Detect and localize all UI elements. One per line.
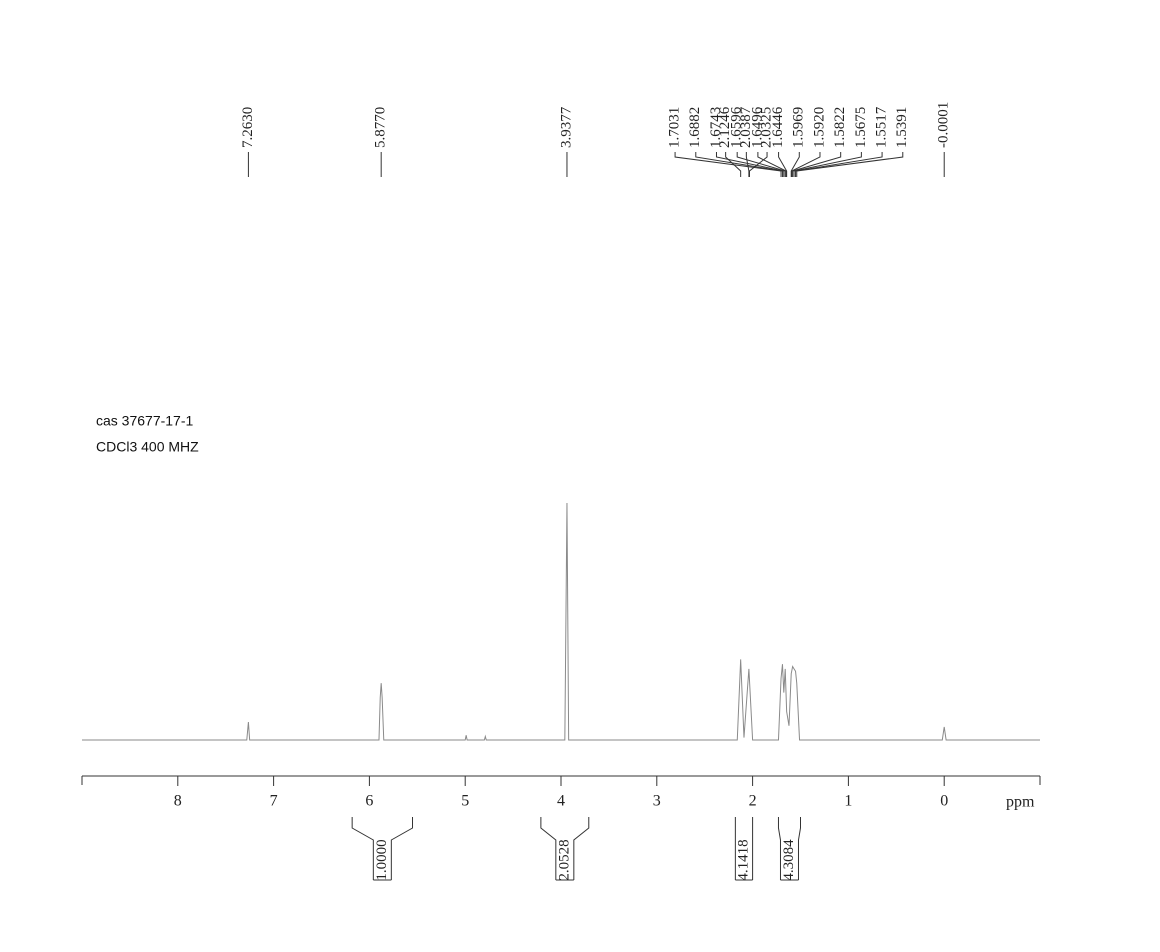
peak-leader — [715, 152, 785, 177]
integral-bracket — [351, 817, 374, 880]
peak-label: 1.5517 — [874, 106, 890, 148]
peak-leader — [792, 152, 842, 177]
peak-label: 1.7031 — [667, 107, 683, 148]
integral-bracket — [797, 817, 801, 880]
x-tick-label: 4 — [557, 793, 565, 810]
x-tick-label: 8 — [174, 793, 182, 810]
x-tick-label: 5 — [461, 793, 469, 810]
peak-leader — [748, 152, 768, 177]
peak-label: 3.9377 — [558, 106, 574, 148]
peak-leader — [674, 152, 782, 177]
peak-label: 7.2630 — [240, 107, 256, 148]
peak-label: 1.6446 — [770, 106, 786, 148]
x-tick-label: 6 — [365, 793, 373, 810]
x-tick-label: 2 — [749, 793, 757, 810]
integral-label: 1.0000 — [374, 839, 390, 880]
peak-leader — [695, 152, 783, 177]
peak-label: 1.5391 — [894, 107, 910, 148]
peak-label: 1.5822 — [832, 107, 848, 148]
x-tick-label: 1 — [844, 793, 852, 810]
peak-label: 2.0325 — [758, 107, 774, 148]
peak-label: 1.5920 — [811, 107, 827, 148]
peak-leader — [795, 152, 883, 177]
integral-bracket — [573, 817, 590, 880]
peak-leader — [725, 152, 742, 177]
peak-label: 5.8770 — [373, 107, 389, 148]
peak-leader — [778, 152, 788, 177]
peak-label: 2.1246 — [717, 106, 733, 148]
peak-leader — [791, 152, 821, 177]
peak-leader — [745, 152, 750, 177]
peak-leader — [793, 152, 862, 177]
peak-label: 1.6596 — [729, 106, 745, 148]
annotation: cas 37677-17-1 — [96, 413, 194, 429]
peak-label: 1.6743 — [708, 107, 724, 148]
peak-label: 1.5969 — [791, 107, 807, 148]
integral-bracket — [540, 817, 557, 880]
peak-leader — [796, 152, 904, 177]
integral-bracket — [390, 817, 414, 880]
integral-label: 2.0528 — [556, 839, 572, 880]
x-tick-label: 0 — [940, 793, 948, 810]
integral-label: 4.1418 — [735, 839, 751, 880]
integral-label: 4.3084 — [781, 839, 797, 881]
peak-leader — [736, 152, 786, 177]
peak-label: 1.6496 — [749, 106, 765, 148]
x-axis-label: ppm — [1006, 794, 1035, 811]
peak-label: -0.0001 — [936, 102, 952, 148]
spectrum-line — [82, 502, 1040, 741]
peak-label: 1.6882 — [687, 107, 703, 148]
x-tick-label: 7 — [270, 793, 278, 810]
integral-bracket — [777, 817, 781, 880]
peak-label: 1.5675 — [853, 107, 869, 148]
x-tick-label: 3 — [653, 793, 661, 810]
annotation: CDCl3 400 MHZ — [96, 439, 199, 455]
peak-label: 2.0387 — [738, 106, 754, 148]
